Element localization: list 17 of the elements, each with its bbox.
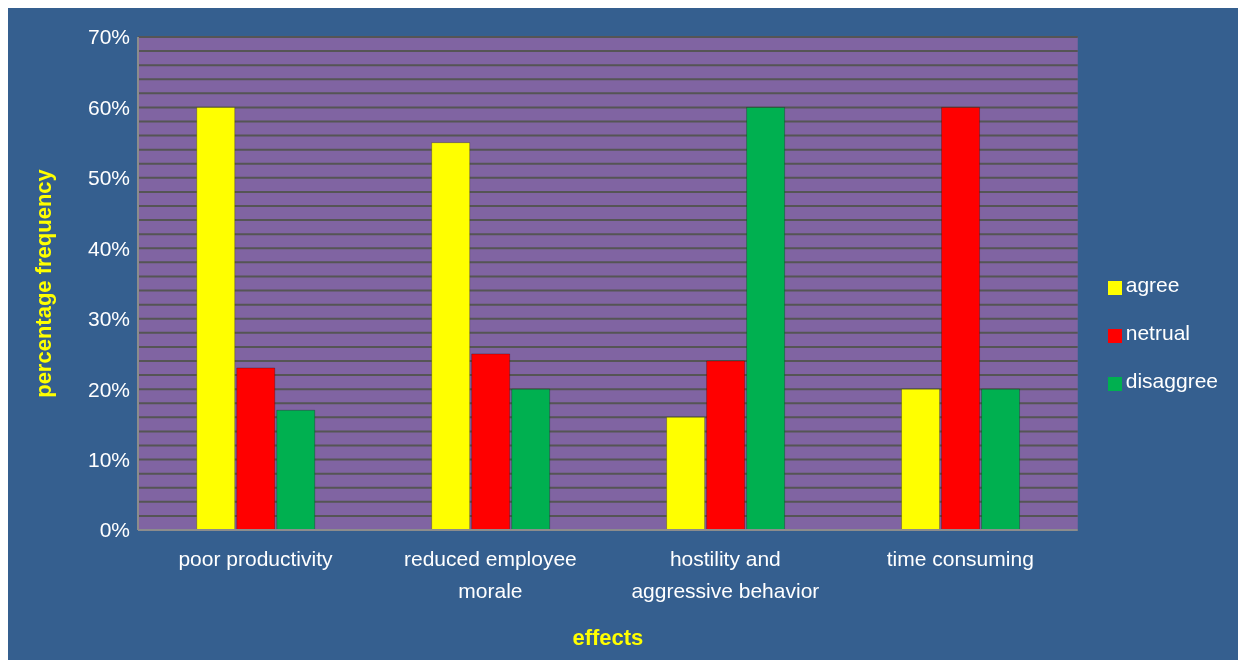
x-tick-label: hostility and aggressive behavior (631, 547, 820, 602)
y-tick-label: 20% (87, 377, 130, 401)
x-tick-label: time consuming (886, 547, 1034, 570)
y-tick-label: 40% (87, 236, 130, 260)
x-tick-label: poor productivity (178, 547, 334, 570)
y-axis-title: percentage frequency (30, 168, 56, 398)
y-tick-label: 10% (87, 448, 130, 472)
y-tick-label: 30% (87, 307, 130, 331)
legend-label: agree (1125, 273, 1180, 296)
y-tick-label: 70% (87, 25, 130, 49)
x-tick-label: reduced employee morale (404, 547, 577, 602)
y-tick-label: 50% (87, 166, 130, 190)
y-tick-label: 60% (87, 95, 130, 119)
y-tick-label: 0% (99, 518, 130, 542)
legend-label: disaggree (1125, 369, 1218, 392)
legend-label: netrual (1125, 321, 1190, 344)
x-axis-title: effects (572, 625, 644, 650)
